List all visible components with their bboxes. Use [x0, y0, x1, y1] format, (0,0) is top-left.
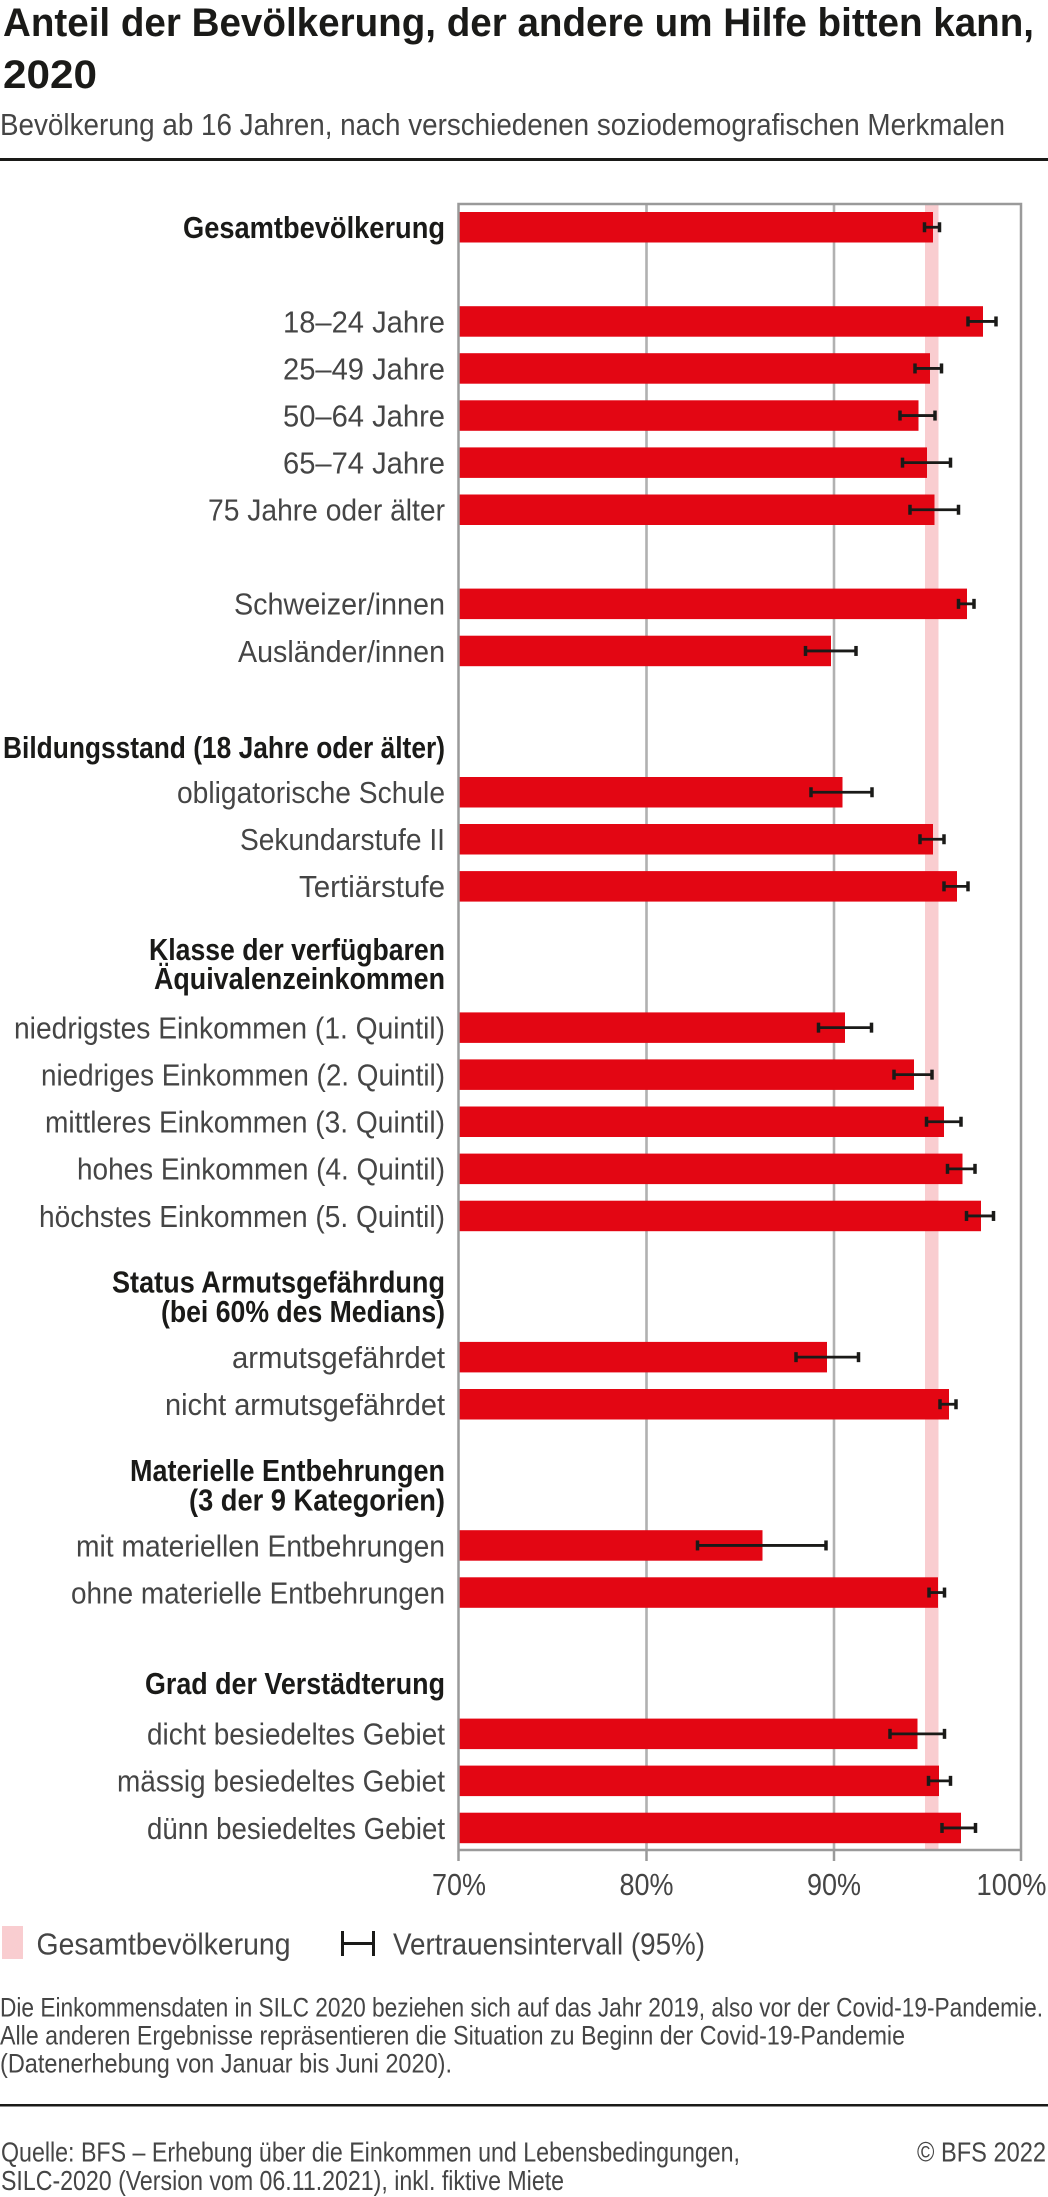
svg-text:90%: 90% [807, 1867, 861, 1902]
svg-text:mit materiellen Entbehrungen: mit materiellen Entbehrungen [76, 1528, 445, 1563]
svg-text:65–74 Jahre: 65–74 Jahre [283, 446, 445, 481]
svg-text:50–64 Jahre: 50–64 Jahre [283, 398, 445, 433]
svg-text:Tertiärstufe: Tertiärstufe [299, 869, 445, 904]
svg-text:70%: 70% [432, 1867, 486, 1902]
svg-text:obligatorische Schule: obligatorische Schule [177, 775, 445, 810]
svg-text:80%: 80% [620, 1867, 674, 1902]
svg-text:Gesamtbevölkerung: Gesamtbevölkerung [183, 210, 445, 245]
svg-text:Sekundarstufe II: Sekundarstufe II [240, 822, 445, 857]
svg-text:Die Einkommensdaten in SILC 20: Die Einkommensdaten in SILC 2020 beziehe… [0, 1993, 1043, 2023]
svg-text:niedrigstes Einkommen (1. Quin: niedrigstes Einkommen (1. Quintil) [14, 1011, 445, 1046]
svg-text:höchstes Einkommen (5. Quintil: höchstes Einkommen (5. Quintil) [39, 1199, 445, 1234]
svg-text:dünn besiedeltes Gebiet: dünn besiedeltes Gebiet [147, 1811, 445, 1846]
svg-text:Anteil der Bevölkerung, der an: Anteil der Bevölkerung, der andere um Hi… [3, 1, 1034, 45]
svg-text:SILC-2020 (Version vom 06.11.2: SILC-2020 (Version vom 06.11.2021), inkl… [1, 2165, 564, 2196]
svg-text:Alle anderen Ergebnisse repräs: Alle anderen Ergebnisse repräsentieren d… [0, 2021, 905, 2051]
svg-text:25–49 Jahre: 25–49 Jahre [283, 351, 445, 386]
svg-text:hohes Einkommen (4. Quintil): hohes Einkommen (4. Quintil) [77, 1152, 445, 1187]
svg-text:mässig besiedeltes Gebiet: mässig besiedeltes Gebiet [117, 1764, 445, 1799]
svg-text:100%: 100% [977, 1867, 1047, 1902]
svg-text:Materielle Entbehrungen: Materielle Entbehrungen [130, 1453, 445, 1488]
svg-text:Quelle: BFS – Erhebung über di: Quelle: BFS – Erhebung über die Einkomme… [1, 2137, 740, 2168]
svg-text:ohne materielle Entbehrungen: ohne materielle Entbehrungen [71, 1575, 445, 1610]
svg-text:Vertrauensintervall (95%): Vertrauensintervall (95%) [393, 1927, 705, 1962]
svg-text:Bildungsstand (18 Jahre oder ä: Bildungsstand (18 Jahre oder älter) [3, 730, 445, 765]
svg-text:Äquivalenzeinkommen: Äquivalenzeinkommen [154, 961, 445, 996]
svg-text:nicht armutsgefährdet: nicht armutsgefährdet [165, 1387, 445, 1422]
svg-text:niedriges Einkommen (2. Quinti: niedriges Einkommen (2. Quintil) [41, 1058, 445, 1093]
svg-text:75 Jahre oder älter: 75 Jahre oder älter [208, 493, 445, 528]
svg-text:Ausländer/innen: Ausländer/innen [238, 634, 445, 669]
svg-text:18–24 Jahre: 18–24 Jahre [283, 304, 445, 339]
svg-text:© BFS 2022: © BFS 2022 [917, 2137, 1046, 2168]
svg-text:(bei 60% des Medians): (bei 60% des Medians) [161, 1294, 445, 1329]
svg-text:Status Armutsgefährdung: Status Armutsgefährdung [112, 1265, 445, 1300]
svg-text:Gesamtbevölkerung: Gesamtbevölkerung [37, 1927, 291, 1962]
svg-text:(3 der 9 Kategorien): (3 der 9 Kategorien) [189, 1483, 445, 1518]
svg-text:Schweizer/innen: Schweizer/innen [234, 587, 445, 622]
svg-text:2020: 2020 [3, 53, 97, 97]
svg-text:Bevölkerung ab 16 Jahren, nach: Bevölkerung ab 16 Jahren, nach verschied… [0, 107, 1005, 142]
svg-text:(Datenerhebung von Januar bis: (Datenerhebung von Januar bis Juni 2020)… [0, 2049, 452, 2079]
svg-text:Klasse der verfügbaren: Klasse der verfügbaren [149, 932, 445, 967]
svg-text:dicht besiedeltes Gebiet: dicht besiedeltes Gebiet [147, 1717, 445, 1752]
svg-text:Grad der Verstädterung: Grad der Verstädterung [145, 1666, 445, 1701]
svg-text:armutsgefährdet: armutsgefährdet [232, 1340, 445, 1375]
svg-text:mittleres Einkommen (3. Quinti: mittleres Einkommen (3. Quintil) [45, 1105, 445, 1140]
